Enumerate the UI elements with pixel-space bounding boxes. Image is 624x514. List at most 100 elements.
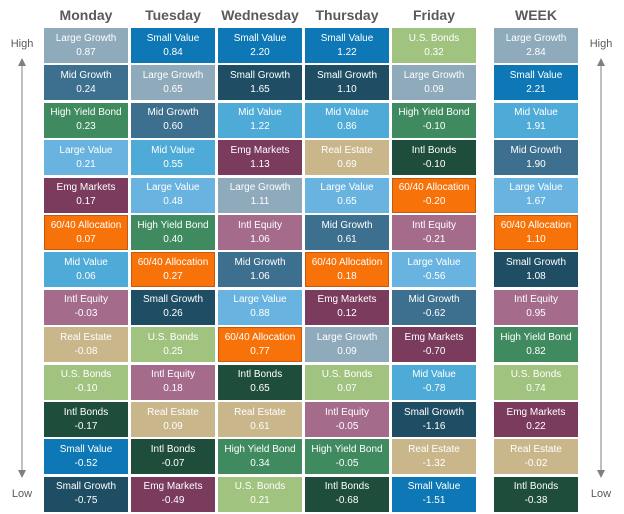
cell-label: Intl Equity — [64, 294, 108, 306]
cell-week-u-s-bonds: U.S. Bonds 0.74 — [494, 364, 578, 400]
cell-label: Intl Bonds — [513, 481, 559, 493]
cell-value: 1.90 — [526, 158, 546, 170]
cell-week-mid-value: Mid Value 1.91 — [494, 102, 578, 138]
cell-value: 0.48 — [163, 196, 183, 208]
cell-thursday-mid-value: Mid Value 0.86 — [305, 102, 389, 138]
cell-value: 1.10 — [337, 83, 357, 95]
cell-label: Mid Growth — [321, 219, 373, 231]
cell-value: 0.65 — [250, 383, 270, 395]
cell-value: -0.75 — [74, 495, 98, 507]
cell-value: 0.12 — [337, 308, 357, 320]
cell-value: 0.87 — [76, 46, 96, 58]
cell-value: 0.84 — [163, 46, 183, 58]
column-header-friday: Friday — [412, 7, 455, 23]
cell-wednesday-mid-value: Mid Value 1.22 — [218, 102, 302, 138]
cell-value: 1.22 — [250, 121, 270, 133]
cell-monday-small-growth: Small Growth -0.75 — [44, 476, 128, 512]
cell-wednesday-u-s-bonds: U.S. Bonds 0.21 — [218, 476, 302, 512]
high-label-right: High — [589, 38, 613, 50]
cell-value: 0.07 — [76, 233, 96, 245]
cell-label: U.S. Bonds — [408, 32, 460, 44]
cell-wednesday-small-growth: Small Growth 1.65 — [218, 65, 302, 101]
cell-tuesday-mid-value: Mid Value 0.55 — [131, 140, 215, 176]
cell-monday-u-s-bonds: U.S. Bonds -0.10 — [44, 364, 128, 400]
cell-week-large-value: Large Value 1.67 — [494, 177, 578, 213]
cell-week-60-40-allocation: 60/40 Allocation 1.10 — [494, 215, 578, 250]
high-label-left: High — [10, 38, 34, 50]
cell-value: -0.17 — [74, 420, 98, 432]
cell-thursday-mid-growth: Mid Growth 0.61 — [305, 215, 389, 250]
cell-value: 0.25 — [163, 345, 183, 357]
cell-friday-mid-value: Mid Value -0.78 — [392, 364, 476, 400]
cell-label: Mid Growth — [147, 107, 199, 119]
cell-label: Large Value — [320, 182, 374, 194]
cell-label: Mid Growth — [408, 294, 460, 306]
cell-value: -0.62 — [422, 308, 446, 320]
cell-thursday-large-value: Large Value 0.65 — [305, 177, 389, 213]
cell-value: 1.13 — [250, 158, 270, 170]
cell-label: Large Value — [509, 182, 563, 194]
cell-label: Intl Equity — [412, 219, 456, 231]
cell-value: -0.52 — [74, 457, 98, 469]
cell-value: -0.49 — [161, 495, 185, 507]
cell-label: Large Growth — [142, 69, 204, 81]
cell-wednesday-real-estate: Real Estate 0.61 — [218, 402, 302, 437]
cell-label: Mid Growth — [60, 69, 112, 81]
cell-label: Small Value — [320, 32, 374, 44]
cell-label: Intl Equity — [325, 406, 369, 418]
cell-label: Real Estate — [60, 331, 112, 343]
cell-monday-large-growth: Large Growth 0.87 — [44, 28, 128, 63]
cell-label: Real Estate — [510, 443, 562, 455]
cell-label: Mid Growth — [510, 144, 562, 156]
cell-friday-mid-growth: Mid Growth -0.62 — [392, 289, 476, 325]
cell-week-small-growth: Small Growth 1.08 — [494, 252, 578, 288]
cell-label: U.S. Bonds — [147, 331, 199, 343]
cell-monday-small-value: Small Value -0.52 — [44, 439, 128, 475]
cell-value: 0.86 — [337, 121, 357, 133]
cell-value: 0.26 — [163, 308, 183, 320]
cell-label: Large Growth — [55, 32, 117, 44]
cell-label: Intl Bonds — [237, 369, 283, 381]
cell-monday-intl-bonds: Intl Bonds -0.17 — [44, 402, 128, 437]
cell-monday-mid-value: Mid Value 0.06 — [44, 252, 128, 288]
cell-value: -0.10 — [74, 383, 98, 395]
cell-label: Large Growth — [316, 331, 378, 343]
cell-week-intl-equity: Intl Equity 0.95 — [494, 289, 578, 325]
cell-value: 0.77 — [250, 345, 270, 357]
cell-value: -0.68 — [335, 495, 359, 507]
cell-value: 0.09 — [424, 83, 444, 95]
cell-label: U.S. Bonds — [234, 481, 286, 493]
cell-value: 0.17 — [76, 196, 96, 208]
cell-value: -0.21 — [422, 233, 446, 245]
cell-week-large-growth: Large Growth 2.84 — [494, 28, 578, 63]
cell-value: 1.08 — [526, 270, 546, 282]
cell-tuesday-high-yield-bond: High Yield Bond 0.40 — [131, 215, 215, 250]
cell-label: Emg Markets — [404, 331, 464, 343]
cell-wednesday-emg-markets: Emg Markets 1.13 — [218, 140, 302, 176]
cell-value: 0.61 — [250, 420, 270, 432]
rank-arrow-left — [18, 58, 26, 478]
cell-value: 1.65 — [250, 83, 270, 95]
cell-tuesday-large-growth: Large Growth 0.65 — [131, 65, 215, 101]
column-header-monday: Monday — [59, 7, 113, 23]
rank-arrow-right — [597, 58, 605, 478]
cell-tuesday-intl-bonds: Intl Bonds -0.07 — [131, 439, 215, 475]
cell-label: Large Value — [59, 144, 113, 156]
cell-label: High Yield Bond — [398, 107, 470, 119]
cell-value: 0.95 — [526, 308, 546, 320]
cell-label: High Yield Bond — [311, 443, 383, 455]
cell-value: 1.06 — [250, 233, 270, 245]
cell-label: High Yield Bond — [137, 219, 209, 231]
cell-label: Emg Markets — [56, 182, 116, 194]
cell-value: 1.11 — [250, 196, 270, 208]
cell-thursday-real-estate: Real Estate 0.69 — [305, 140, 389, 176]
cell-wednesday-60-40-allocation: 60/40 Allocation 0.77 — [218, 327, 302, 363]
cell-label: U.S. Bonds — [321, 369, 373, 381]
cell-label: Real Estate — [408, 443, 460, 455]
cell-label: Intl Bonds — [150, 443, 196, 455]
cell-week-high-yield-bond: High Yield Bond 0.82 — [494, 327, 578, 363]
cell-tuesday-intl-equity: Intl Equity 0.18 — [131, 364, 215, 400]
cell-value: 1.22 — [337, 46, 357, 58]
cell-value: -1.16 — [422, 420, 446, 432]
cell-friday-large-value: Large Value -0.56 — [392, 252, 476, 288]
